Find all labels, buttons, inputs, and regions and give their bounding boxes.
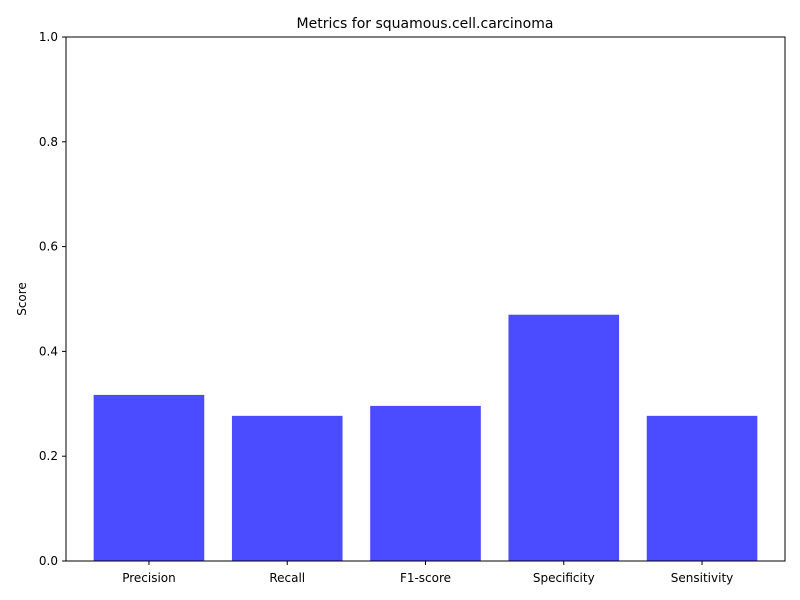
y-tick-label: 0.6 [39,240,58,254]
x-axis-ticks: Precision Recall F1-score Specificity Sensit… [122,561,733,585]
chart-title: Metrics for squamous.cell.carcinoma [297,16,554,32]
bar-precision [93,394,205,561]
y-axis-ticks: 0.0 0.2 0.4 0.6 0.8 1.0 [39,30,66,568]
x-tick-label: F1-score [400,571,451,585]
x-tick-label: Specificity [533,571,595,585]
y-axis-label: Score [15,282,29,316]
bar-recall [231,415,343,561]
bars-group [93,314,758,561]
x-tick-label: Recall [269,571,305,585]
bar-sensitivity [646,415,758,561]
x-tick-label: Precision [122,571,176,585]
y-tick-label: 0.8 [39,135,58,149]
y-tick-label: 1.0 [39,30,58,44]
bar-specificity [508,314,620,561]
x-tick-label: Sensitivity [671,571,733,585]
bar-f1-score [370,405,481,561]
y-tick-label: 0.4 [39,344,58,358]
y-tick-label: 0.0 [39,554,58,568]
y-tick-label: 0.2 [39,449,58,463]
plot-frame [65,36,786,562]
